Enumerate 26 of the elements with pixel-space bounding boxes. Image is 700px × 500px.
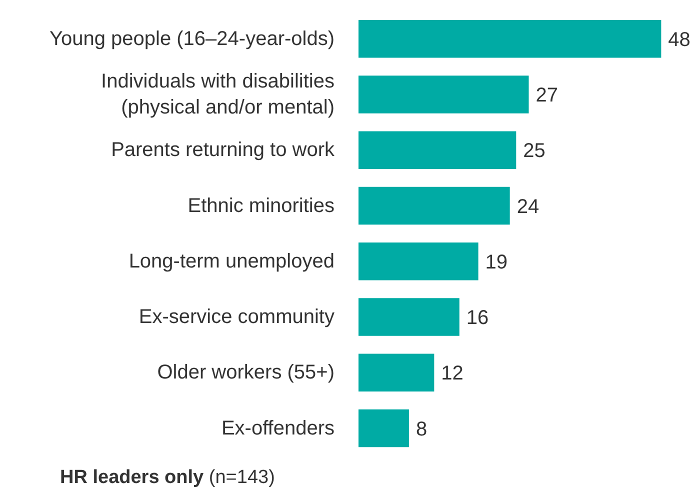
y-tick-label: Ex-service community [138, 306, 335, 328]
data-label: 27 [536, 84, 558, 106]
data-label: 24 [516, 196, 540, 218]
text: HR leaders only [60, 467, 204, 488]
y-tick-label: Ethnic minorities [188, 194, 334, 217]
y-tick-label: Long-term unemployed [128, 250, 335, 272]
data-label: 25 [523, 140, 546, 162]
bar [358, 20, 662, 58]
data-label: 12 [441, 362, 464, 385]
bar [358, 409, 409, 448]
y-tick-label: Young people (16–24-year-olds) [49, 28, 335, 50]
y-tick-label: Ex-offenders [221, 417, 335, 440]
bar [358, 186, 510, 225]
data-label: 19 [485, 251, 508, 274]
y-tick-label: Individuals with disabilities (physical and/or mental) [101, 70, 335, 119]
bar [358, 76, 529, 114]
text: (n=143) [208, 467, 275, 488]
bar [358, 354, 434, 392]
y-tick-label: Older workers (55+) [157, 362, 335, 384]
data-label: 16 [466, 307, 489, 329]
bar [358, 298, 460, 336]
data-label: 48 [668, 28, 690, 51]
bar [358, 131, 516, 170]
y-tick-label: Parents returning to work [111, 139, 336, 162]
data-label: 8 [416, 418, 428, 440]
bar [358, 242, 478, 280]
